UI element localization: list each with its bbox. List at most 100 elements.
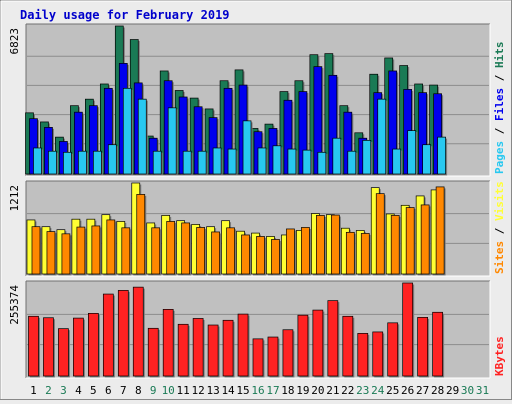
bar-kbytes-day-27 (417, 317, 428, 377)
bar-kbytes-day-25 (387, 322, 399, 377)
bar-pages-day-4 (78, 150, 87, 175)
bar-pages-day-19 (302, 149, 312, 175)
day-label-9: 9 (150, 384, 157, 397)
bar-pages-day-11 (182, 150, 192, 175)
day-label-31: 31 (476, 384, 489, 397)
bar-pages-day-8 (137, 98, 147, 175)
day-label-1: 1 (30, 384, 37, 397)
legend-item-hits: Hits (493, 42, 506, 69)
day-label-18: 18 (281, 384, 294, 397)
day-label-29: 29 (446, 384, 459, 397)
bar-sites-day-19 (301, 227, 310, 275)
day-label-25: 25 (386, 384, 399, 397)
bar-sites-day-23 (360, 233, 370, 275)
day-label-2: 2 (45, 384, 52, 397)
bar-pages-day-17 (272, 145, 282, 175)
bar-kbytes-day-21 (327, 300, 339, 377)
bar-kbytes-day-11 (177, 323, 189, 377)
bar-kbytes-day-17 (267, 336, 279, 377)
day-labels: 1 2 3 4 5 6 7 8 9 10 11 12 13 14 15 16 17 18 19 20 21 22 23 24 2… (30, 384, 489, 397)
bar-kbytes-day-15 (237, 313, 249, 377)
day-label-26: 26 (401, 384, 414, 397)
bar-kbytes-day-19 (297, 314, 309, 377)
day-label-5: 5 (90, 384, 97, 397)
bar-pages-day-26 (407, 130, 417, 175)
bar-pages-day-7 (122, 87, 132, 175)
bar-pages-day-6 (107, 144, 117, 175)
legend-separator: / (493, 68, 506, 88)
bar-sites-day-11 (181, 222, 191, 275)
bar-kbytes-day-16 (252, 338, 264, 377)
day-label-21: 21 (326, 384, 339, 397)
day-label-3: 3 (60, 384, 67, 397)
bar-sites-day-18 (286, 228, 295, 275)
day-label-4: 4 (75, 384, 82, 397)
bar-sites-day-3 (61, 233, 71, 275)
bar-pages-day-5 (93, 150, 102, 175)
bar-pages-day-13 (212, 147, 222, 175)
bar-sites-day-7 (121, 227, 131, 275)
bar-kbytes-day-22 (342, 315, 354, 377)
bar-sites-day-4 (76, 226, 86, 275)
bar-kbytes-day-24 (372, 331, 384, 377)
legend-item-kbytes: KBytes (493, 336, 506, 376)
day-label-28: 28 (431, 384, 444, 397)
day-label-19: 19 (296, 384, 309, 397)
bar-pages-day-22 (347, 150, 357, 175)
bar-kbytes-day-14 (222, 319, 234, 377)
bar-kbytes-day-12 (192, 318, 204, 377)
day-label-30: 30 (461, 384, 474, 397)
bar-pages-day-20 (317, 151, 327, 175)
legend-visitors: Sites / Visits (493, 181, 506, 274)
bar-sites-day-20 (316, 215, 325, 275)
day-label-13: 13 (206, 384, 219, 397)
bar-pages-day-27 (422, 144, 431, 175)
bar-kbytes-day-8 (132, 286, 144, 377)
bar-sites-day-27 (420, 204, 430, 275)
axis-max-label-requests: 6823 (8, 28, 21, 55)
bar-kbytes-day-7 (117, 290, 129, 377)
bar-pages-day-9 (152, 150, 162, 175)
bar-sites-day-5 (91, 225, 101, 275)
bar-pages-day-12 (197, 150, 207, 175)
bar-kbytes-day-5 (88, 313, 99, 377)
bar-sites-day-24 (375, 193, 385, 275)
day-label-20: 20 (311, 384, 324, 397)
day-label-16: 16 (251, 384, 264, 397)
bar-sites-day-6 (106, 219, 116, 275)
bar-sites-day-2 (46, 231, 56, 275)
bar-sites-day-21 (330, 214, 340, 275)
bar-pages-day-24 (377, 98, 387, 175)
bar-pages-day-10 (167, 107, 177, 175)
day-label-14: 14 (221, 384, 235, 397)
day-label-17: 17 (266, 384, 279, 397)
legend-item-visits: Visits (493, 181, 506, 221)
bar-pages-day-23 (362, 140, 372, 175)
bar-sites-day-12 (196, 227, 205, 275)
bar-kbytes-day-3 (58, 328, 69, 377)
day-label-6: 6 (105, 384, 112, 397)
bar-sites-day-1 (31, 226, 41, 275)
legend-kbytes: KBytes (493, 336, 506, 376)
panel-requests: 6823 Pages / Files / Hits (8, 23, 506, 177)
bar-pages-day-18 (287, 148, 297, 175)
bar-sites-day-16 (256, 236, 265, 275)
bar-pages-day-15 (242, 120, 252, 175)
bar-sites-day-9 (151, 227, 161, 275)
day-label-11: 11 (177, 384, 190, 397)
bar-kbytes-day-6 (102, 293, 114, 377)
day-label-27: 27 (416, 384, 429, 397)
bar-sites-day-17 (271, 239, 280, 275)
bar-kbytes-day-4 (73, 317, 84, 377)
day-label-8: 8 (135, 384, 142, 397)
bar-sites-day-8 (136, 194, 146, 275)
bar-sites-day-15 (241, 234, 250, 275)
day-label-23: 23 (356, 384, 369, 397)
bar-pages-day-16 (257, 147, 267, 175)
axis-max-label-kbytes: 255374 (8, 285, 21, 325)
day-label-15: 15 (236, 384, 249, 397)
bar-kbytes-day-28 (432, 311, 443, 377)
bar-sites-day-13 (211, 231, 220, 275)
